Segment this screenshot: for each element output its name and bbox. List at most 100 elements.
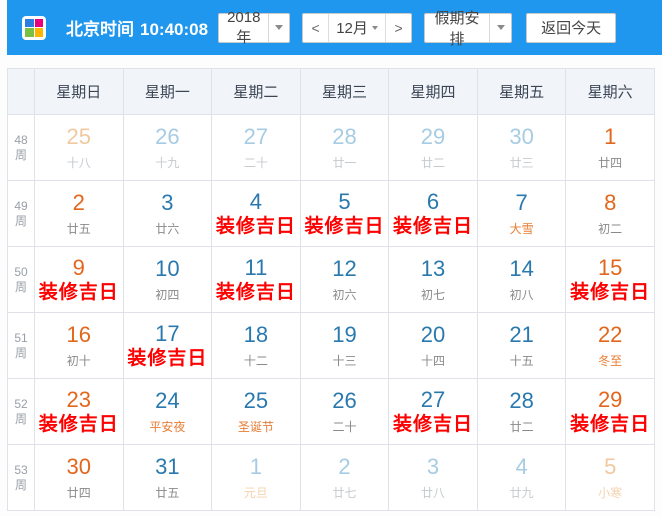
- calendar-cell[interactable]: 23 装修吉日: [34, 378, 124, 445]
- calendar-cell[interactable]: 5 装修吉日: [299, 180, 390, 247]
- auspicious-day-label: 装修吉日: [127, 348, 208, 369]
- calendar-cell[interactable]: 31 廿五: [122, 444, 213, 511]
- lunar-festival-label: 廿四: [66, 485, 91, 500]
- year-select[interactable]: 2018年: [218, 9, 291, 46]
- calendar-cell[interactable]: 17 装修吉日: [122, 312, 213, 379]
- week-number: 50 周: [7, 246, 35, 313]
- lunar-festival-label: 初十: [66, 353, 91, 368]
- calendar-logo-icon[interactable]: [22, 15, 46, 40]
- holiday-schedule-label: 假期安排: [434, 9, 480, 48]
- calendar-cell[interactable]: 25 十八: [34, 114, 124, 181]
- lunar-festival-label: 十四: [421, 353, 446, 368]
- calendar-cell[interactable]: 1 元旦: [211, 444, 301, 511]
- calendar-cell[interactable]: 1 廿四: [565, 114, 655, 181]
- calendar-cell[interactable]: 13 初七: [388, 246, 478, 313]
- date-number: 27: [420, 387, 446, 412]
- calendar-cell[interactable]: 4 廿九: [476, 444, 567, 511]
- calendar-cell[interactable]: 29 廿二: [388, 114, 478, 181]
- date-number: 22: [597, 321, 623, 347]
- calendar-cell[interactable]: 3 廿八: [388, 444, 478, 511]
- lunar-festival-label: 廿九: [509, 485, 534, 500]
- calendar-cell[interactable]: 12 初六: [299, 246, 390, 313]
- calendar-cell[interactable]: 9 装修吉日: [34, 246, 124, 313]
- lunar-festival-label: 廿七: [332, 485, 357, 500]
- calendar-cell[interactable]: 27 装修吉日: [388, 378, 478, 445]
- calendar-cell[interactable]: 25 圣诞节: [211, 378, 301, 445]
- chevron-down-icon: [489, 13, 511, 42]
- lunar-festival-label: 初四: [155, 287, 180, 302]
- calendar-cell[interactable]: 4 装修吉日: [211, 180, 301, 247]
- calendar-week-row: 50 周 9 装修吉日 10 初四 11 装修吉日 12 初六 13 初七 14 初八 15 装修吉日: [7, 246, 655, 313]
- calendar-cell[interactable]: 28 廿一: [299, 114, 390, 181]
- auspicious-day-label: 装修吉日: [570, 282, 651, 303]
- week-number: 52 周: [7, 378, 35, 445]
- calendar-cell[interactable]: 30 廿三: [476, 114, 567, 181]
- lunar-festival-label: 廿八: [421, 485, 446, 500]
- date-number: 11: [244, 255, 268, 280]
- date-number: 18: [243, 321, 269, 347]
- lunar-festival-label: 十二: [243, 353, 268, 368]
- holiday-schedule-select[interactable]: 假期安排: [424, 10, 513, 48]
- weekday-header: 星期四: [388, 68, 478, 115]
- date-number: 26: [155, 123, 180, 149]
- calendar-cell[interactable]: 14 初八: [476, 246, 567, 313]
- calendar-cell[interactable]: 18 十二: [211, 312, 301, 379]
- weekday-header: 星期三: [299, 68, 390, 115]
- date-number: 21: [509, 321, 534, 347]
- calendar-grid: 星期日 星期一 星期二 星期三 星期四 星期五 星期六 48 周 25 十八 26 十九 27 二十 28 廿…: [7, 68, 655, 511]
- calendar-cell[interactable]: 19 十三: [299, 312, 390, 379]
- calendar-week-row: 48 周 25 十八 26 十九 27 二十 28 廿一 29 廿二 30 廿三 1 廿四: [7, 114, 655, 181]
- calendar-cell[interactable]: 7 大雪: [476, 180, 567, 247]
- month-select-value: 12月: [336, 20, 368, 37]
- lunar-festival-label: 廿二: [509, 419, 534, 434]
- date-number: 16: [66, 321, 92, 347]
- date-number: 1: [604, 123, 617, 149]
- calendar-cell[interactable]: 30 廿四: [34, 444, 124, 511]
- lunar-festival-label: 初七: [421, 287, 446, 302]
- week-number: 49 周: [7, 180, 35, 247]
- date-number: 4: [249, 189, 263, 214]
- auspicious-day-label: 装修吉日: [38, 282, 119, 303]
- lunar-festival-label: 元旦: [243, 485, 268, 500]
- calendar-cell[interactable]: 3 廿六: [122, 180, 213, 247]
- calendar-cell[interactable]: 16 初十: [34, 312, 124, 379]
- calendar-cell[interactable]: 2 廿七: [299, 444, 390, 511]
- calendar-cell[interactable]: 24 平安夜: [122, 378, 213, 445]
- calendar-cell[interactable]: 15 装修吉日: [565, 246, 655, 313]
- month-switcher: < 12月 >: [302, 12, 413, 43]
- week-number: 48 周: [7, 114, 35, 181]
- calendar-cell[interactable]: 20 十四: [388, 312, 478, 379]
- date-number: 26: [332, 387, 357, 413]
- calendar-cell[interactable]: 26 十九: [122, 114, 213, 181]
- calendar-cell[interactable]: 21 十五: [476, 312, 567, 379]
- calendar-cell[interactable]: 10 初四: [122, 246, 213, 313]
- calendar-cell[interactable]: 6 装修吉日: [388, 180, 478, 247]
- lunar-festival-label: 廿二: [421, 155, 446, 170]
- calendar-cell[interactable]: 26 二十: [299, 378, 390, 445]
- lunar-festival-label: 廿六: [155, 221, 180, 236]
- calendar-cell[interactable]: 2 廿五: [34, 180, 124, 247]
- calendar-cell[interactable]: 5 小寒: [565, 444, 655, 511]
- chevron-down-icon: [268, 13, 289, 42]
- back-to-today-button[interactable]: 返回今天: [526, 12, 617, 43]
- calendar-cell[interactable]: 8 初二: [565, 180, 655, 247]
- calendar-cell[interactable]: 27 二十: [211, 114, 301, 181]
- lunar-festival-label: 廿五: [66, 221, 91, 236]
- month-select[interactable]: 12月: [329, 17, 385, 38]
- next-month-button[interactable]: >: [385, 13, 411, 42]
- calendar-cell[interactable]: 28 廿二: [476, 378, 567, 445]
- lunar-festival-label: 十九: [155, 155, 180, 170]
- lunar-festival-label: 初八: [509, 287, 534, 302]
- date-number: 23: [66, 387, 92, 412]
- week-number: 53 周: [7, 444, 35, 511]
- date-number: 28: [332, 123, 357, 149]
- date-number: 13: [420, 255, 446, 281]
- date-number: 25: [66, 123, 92, 149]
- date-number: 3: [426, 453, 440, 479]
- year-select-value: 2018年: [227, 8, 261, 46]
- calendar-cell[interactable]: 22 冬至: [565, 312, 655, 379]
- lunar-festival-label: 冬至: [598, 353, 623, 368]
- prev-month-button[interactable]: <: [303, 13, 330, 42]
- calendar-cell[interactable]: 11 装修吉日: [211, 246, 301, 313]
- calendar-cell[interactable]: 29 装修吉日: [565, 378, 655, 445]
